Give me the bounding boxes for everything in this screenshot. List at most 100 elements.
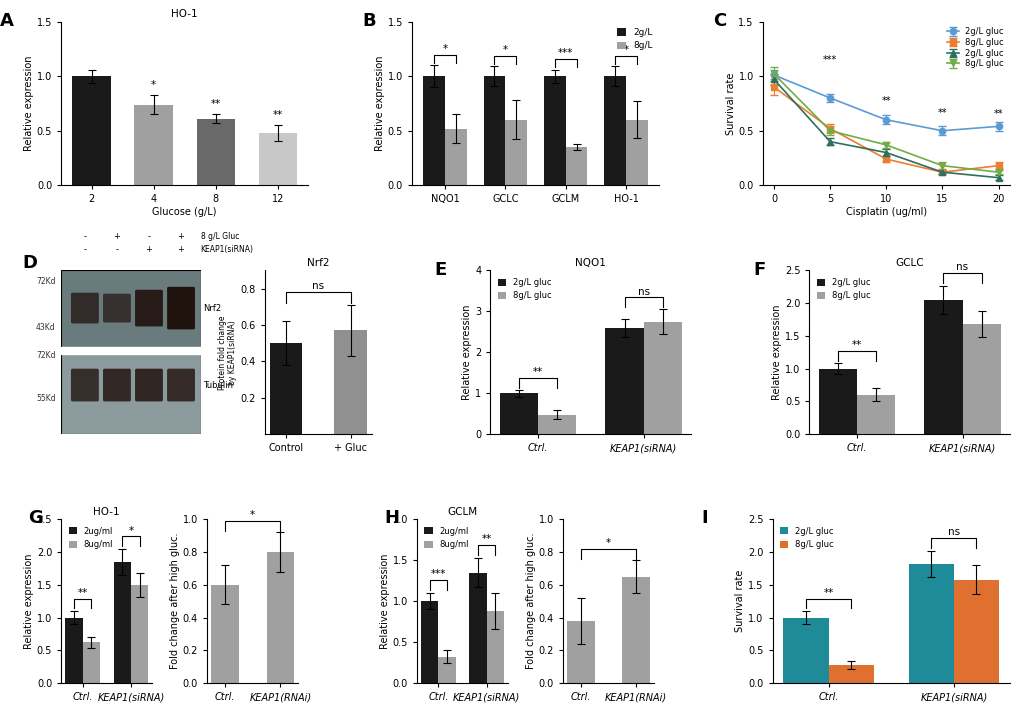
FancyBboxPatch shape [167,369,195,401]
Text: I: I [701,510,707,528]
Text: +: + [113,232,120,241]
FancyBboxPatch shape [103,369,130,401]
Text: G: G [29,510,43,528]
Legend: 2g/L gluc, 8g/L gluc: 2g/L gluc, 8g/L gluc [813,275,873,303]
Legend: 2g/L gluc, 8g/L gluc: 2g/L gluc, 8g/L gluc [494,275,554,303]
Y-axis label: Fold change after high gluc.: Fold change after high gluc. [170,533,179,669]
Text: *: * [250,510,255,520]
FancyBboxPatch shape [103,293,130,323]
Bar [827,664,873,683]
Text: B: B [362,12,376,29]
Y-axis label: Relative expression: Relative expression [379,554,389,649]
Text: **: ** [481,534,491,544]
Bar [923,300,962,434]
FancyBboxPatch shape [135,369,163,401]
Text: +: + [146,245,152,254]
Bar [65,618,83,683]
Text: -: - [84,245,87,254]
Y-axis label: Protein fold change
by KEAP1(siRNA): Protein fold change by KEAP1(siRNA) [218,315,237,390]
Text: F: F [753,260,765,279]
Text: E: E [434,260,446,279]
Bar [421,601,438,683]
Bar [566,147,587,186]
Text: -: - [84,232,87,241]
Bar [567,620,594,683]
Text: 72Kd: 72Kd [36,351,56,360]
Bar [334,331,367,434]
Text: 72Kd: 72Kd [36,278,56,286]
Bar [469,572,486,683]
Text: Tubulin: Tubulin [203,380,233,390]
Text: ***: *** [430,569,445,579]
Text: D: D [22,254,37,272]
Bar [543,76,566,186]
Title: GCLC: GCLC [895,258,923,268]
Bar [258,133,297,186]
Bar [438,657,455,683]
Bar [908,564,953,683]
FancyBboxPatch shape [61,270,201,349]
Legend: 2g/L gluc, 8g/L gluc, 2g/L gluc, 8g/L gluc: 2g/L gluc, 8g/L gluc, 2g/L gluc, 8g/L gl… [945,26,1005,70]
Title: HO-1: HO-1 [94,507,120,517]
Y-axis label: Relative expression: Relative expression [374,55,384,151]
Title: NQO1: NQO1 [575,258,605,268]
Text: ns: ns [637,287,649,297]
Text: *: * [605,538,610,548]
FancyBboxPatch shape [135,290,163,326]
Y-axis label: Survival rate: Survival rate [735,570,745,633]
Bar [72,76,111,186]
Y-axis label: Relative expression: Relative expression [24,55,34,151]
FancyBboxPatch shape [71,293,99,324]
Text: 43Kd: 43Kd [36,324,56,332]
Text: ns: ns [947,528,959,538]
Legend: 2g/L, 8g/L: 2g/L, 8g/L [614,26,654,52]
Bar [643,321,681,434]
Text: **: ** [532,367,542,377]
Text: ns: ns [956,262,968,273]
Bar [483,76,504,186]
Title: GCLM: GCLM [447,507,477,517]
X-axis label: Cisplatin (ug/ml): Cisplatin (ug/ml) [845,207,926,217]
Legend: 2g/L gluc, 8g/L gluc: 2g/L gluc, 8g/L gluc [776,523,837,552]
Text: -: - [148,232,151,241]
Bar [817,369,856,434]
Text: **: ** [851,340,861,350]
Text: *: * [502,45,507,55]
Text: **: ** [822,587,833,597]
X-axis label: Glucose (g/L): Glucose (g/L) [152,207,217,217]
Bar [622,577,649,683]
FancyBboxPatch shape [61,352,201,434]
Bar [537,415,575,434]
Text: 8 g/L Gluc: 8 g/L Gluc [201,232,238,241]
Bar [423,76,444,186]
Y-axis label: Fold change after high gluc.: Fold change after high gluc. [525,533,535,669]
Text: *: * [128,526,133,536]
Bar [113,562,130,683]
Title: Nrf2: Nrf2 [307,258,329,268]
Bar [486,611,503,683]
Text: **: ** [210,99,221,109]
Bar [130,585,148,683]
Bar [605,328,643,434]
Text: -: - [115,245,118,254]
Bar [135,104,173,186]
Title: HO-1: HO-1 [171,9,198,19]
Legend: 2ug/ml, 8ug/ml: 2ug/ml, 8ug/ml [421,523,472,552]
Bar [444,129,467,186]
Text: **: ** [77,587,88,597]
Text: +: + [177,245,184,254]
Text: H: H [384,510,398,528]
Bar [953,580,998,683]
Text: **: ** [272,110,282,120]
Text: +: + [177,232,184,241]
Bar [197,119,234,186]
Bar [61,347,201,354]
Bar [504,120,527,186]
Y-axis label: Relative expression: Relative expression [771,305,782,400]
Bar [83,643,100,683]
Legend: 2ug/ml, 8ug/ml: 2ug/ml, 8ug/ml [65,523,116,552]
Bar [499,393,537,434]
Bar [856,395,894,434]
Bar [962,324,1000,434]
Text: *: * [151,80,156,90]
